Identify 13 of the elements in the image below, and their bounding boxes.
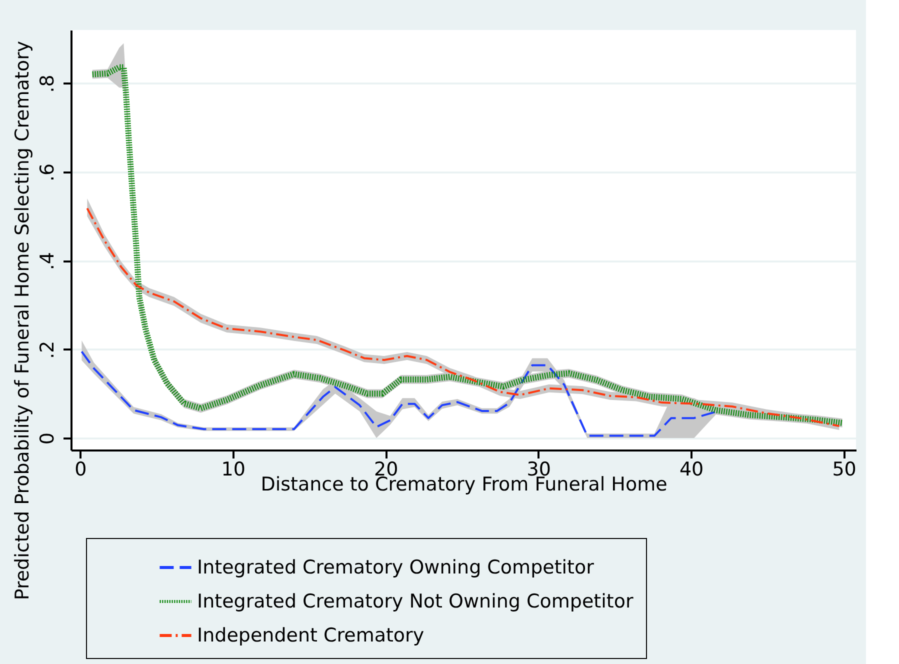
x-tick-label: 10 xyxy=(221,458,246,480)
y-axis-title: Predicted Probability of Funeral Home Selecting Crematory xyxy=(12,40,34,600)
legend-label: Integrated Crematory Not Owning Competitor xyxy=(197,590,634,612)
x-tick-label: 0 xyxy=(74,458,87,480)
y-tick-label: .8 xyxy=(36,74,58,93)
y-tick-label: 0 xyxy=(36,432,58,445)
legend-label: Independent Crematory xyxy=(197,624,424,646)
x-tick-label: 50 xyxy=(832,458,856,480)
y-tick-label: .6 xyxy=(36,163,58,182)
y-tick-label: .2 xyxy=(36,340,58,359)
x-tick-label: 40 xyxy=(679,458,704,480)
legend-label: Integrated Crematory Owning Competitor xyxy=(197,556,594,578)
y-tick-label: .4 xyxy=(36,252,58,270)
